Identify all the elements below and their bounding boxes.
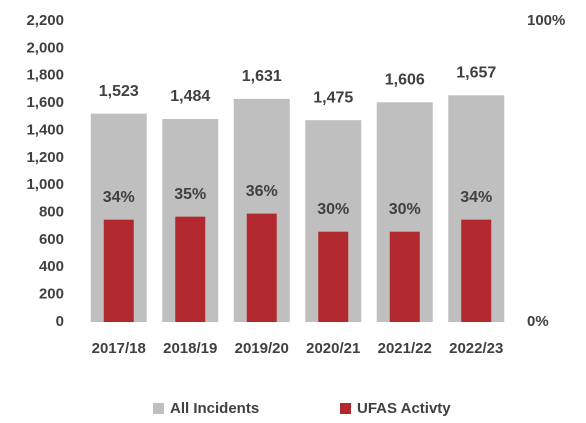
y-tick-label: 200 [39, 286, 64, 303]
bar [461, 219, 492, 322]
x-tick-label: 2018/19 [163, 340, 217, 357]
x-tick-label: 2019/20 [235, 340, 289, 357]
x-tick-label: 2021/22 [378, 340, 432, 357]
value-label: 1,606 [385, 71, 425, 88]
value-label: 34% [460, 189, 492, 206]
x-tick-label: 2020/21 [306, 340, 360, 357]
legend-swatch [153, 403, 164, 414]
legend-label: UFAS Activty [357, 400, 451, 417]
y-tick-label: 2,000 [26, 39, 64, 56]
bar [103, 219, 134, 322]
bar [246, 213, 277, 322]
y-tick-label: 1,200 [26, 149, 64, 166]
y-tick-label: 400 [39, 258, 64, 275]
value-label: 1,657 [456, 65, 496, 82]
x-tick-label: 2017/18 [92, 340, 146, 357]
x-tick-label: 2022/23 [449, 340, 503, 357]
y-tick-label: 600 [39, 231, 64, 248]
value-label: 34% [103, 189, 135, 206]
y-tick-label: 800 [39, 204, 64, 221]
bar [175, 216, 206, 322]
y-tick-label: 1,600 [26, 94, 64, 111]
bar [389, 231, 420, 322]
value-label: 36% [246, 183, 278, 200]
value-label: 1,475 [313, 89, 353, 106]
y2-tick-label: 100% [527, 12, 565, 29]
y-tick-label: 1,000 [26, 176, 64, 193]
value-label: 35% [174, 186, 206, 203]
value-label: 30% [317, 201, 349, 218]
value-label: 1,631 [242, 68, 282, 85]
y-tick-label: 1,800 [26, 67, 64, 84]
y-tick-label: 0 [56, 313, 64, 330]
legend-label: All Incidents [170, 400, 259, 417]
value-label: 30% [389, 201, 421, 218]
y-tick-label: 1,400 [26, 121, 64, 138]
value-label: 1,484 [170, 88, 210, 105]
y2-tick-label: 0% [527, 313, 549, 330]
y-tick-label: 2,200 [26, 12, 64, 29]
legend-swatch [340, 403, 351, 414]
bar [318, 231, 349, 322]
value-label: 1,523 [99, 83, 139, 100]
